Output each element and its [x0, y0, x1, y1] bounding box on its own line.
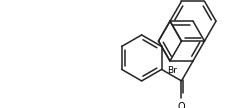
- Text: O: O: [177, 102, 184, 108]
- Text: Br: Br: [166, 66, 176, 75]
